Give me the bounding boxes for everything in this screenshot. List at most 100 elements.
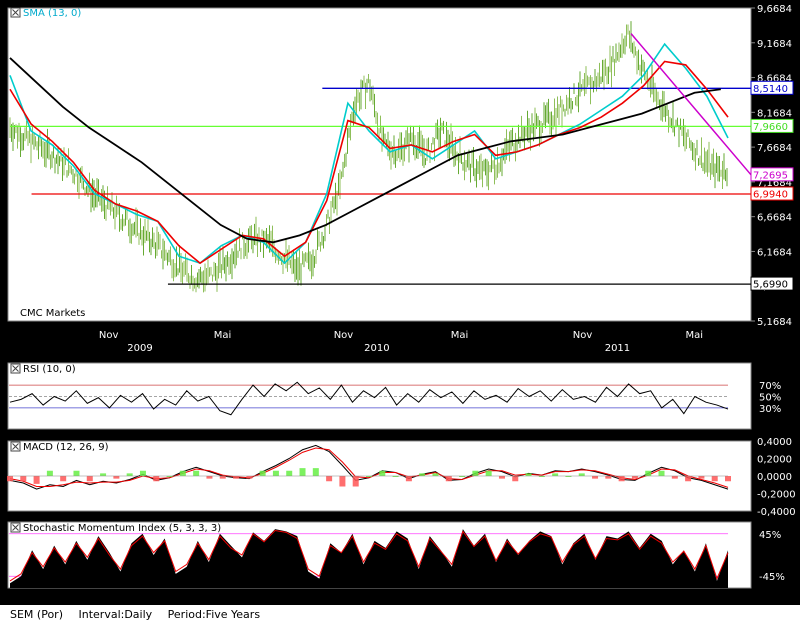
level-badge: 8,5140: [750, 80, 794, 95]
y-tick-label: 8,6684: [757, 74, 792, 85]
macd-hist-bar: [179, 470, 186, 476]
rsi-indicator-label[interactable]: RSI (10, 0): [10, 363, 76, 375]
macd-hist-bar: [259, 470, 266, 476]
macd-indicator-label[interactable]: MACD (12, 26, 9): [10, 441, 109, 453]
y-tick-label: 6,1684: [757, 247, 792, 258]
macd-histogram: [7, 468, 731, 487]
macd-hist-bar: [671, 476, 678, 479]
macd-hist-bar: [73, 470, 80, 476]
x-tick-label: Nov: [334, 330, 354, 341]
level-badge: 7,2695: [750, 167, 794, 182]
macd-hist-bar: [7, 476, 13, 482]
macd-hist-bar: [592, 476, 599, 479]
level-badge-label: 6,9940: [753, 190, 788, 201]
macd-hist-bar: [645, 470, 652, 476]
macd-hist-bar: [459, 476, 466, 477]
macd-hist-bar: [139, 470, 146, 476]
macd-hist-bar: [86, 476, 93, 482]
macd-tick-label: 0,0000: [757, 472, 792, 483]
rsi-panel[interactable]: [7, 362, 752, 430]
indicator-line: [9, 529, 729, 582]
macd-tick-label: -0,2000: [757, 490, 796, 501]
level-badge-box: [750, 167, 794, 182]
y-tick-label: 5,1684: [757, 317, 792, 328]
macd-tick-label: -0,4000: [757, 507, 796, 518]
price-panel[interactable]: [7, 7, 752, 322]
macd-hist-bar: [206, 476, 213, 479]
macd-hist-bar: [525, 473, 532, 476]
axes-layer: 9,6684 9,1684 8,6684 8,1684 7,6684 7,1684 6,66…: [99, 4, 796, 583]
macd-hist-bar: [339, 476, 346, 487]
macd-hist-bar: [405, 476, 412, 482]
price-indicator-label[interactable]: SMA (13, 0): [10, 7, 81, 19]
macd-label: MACD (12, 26, 9): [23, 442, 109, 453]
macd-hist-bar: [20, 476, 27, 482]
x-tick-label: Mai: [214, 330, 232, 341]
x-tick-label: Nov: [99, 330, 119, 341]
level-badge-box: [750, 118, 794, 133]
trendline: [630, 33, 752, 176]
price-layers: [9, 21, 752, 293]
macd-hist-bar: [578, 473, 585, 476]
macd-hist-bar: [725, 476, 731, 482]
sma-label: SMA (13, 0): [23, 8, 81, 19]
macd-hist-bar: [512, 476, 519, 482]
macd-hist-bar: [219, 476, 226, 479]
macd-hist-bar: [432, 473, 439, 476]
macd-hist-bar: [113, 476, 120, 479]
macd-hist-bar: [299, 468, 306, 476]
interval-label[interactable]: Interval:Daily: [78, 608, 153, 621]
rsi-tick-label: 50%: [759, 393, 781, 404]
macd-tick-label: 0,2000: [757, 455, 792, 466]
x-tick-label: Mai: [451, 330, 469, 341]
smi-label: Stochastic Momentum Index (5, 3, 3, 3): [23, 523, 221, 534]
macd-hist-bar: [166, 476, 173, 477]
close-icon-cross: [12, 443, 19, 450]
macd-hist-bar: [538, 476, 545, 477]
level-badge-label: 7,2695: [753, 170, 788, 181]
y-tick-label: 8,1684: [757, 108, 792, 119]
macd-hist-bar: [685, 476, 692, 482]
series-line: [9, 42, 729, 265]
macd-hist-bar: [246, 476, 253, 479]
level-badge: 5,6990: [750, 276, 794, 291]
y-tick-label: 9,1684: [757, 39, 792, 50]
macd-hist-bar: [618, 476, 625, 482]
macd-hist-bar: [193, 470, 200, 476]
level-badge: 6,9940: [750, 186, 794, 201]
macd-hist-bar: [326, 476, 333, 482]
macd-hist-bar: [272, 470, 279, 476]
macd-hist-bar: [153, 476, 160, 482]
level-badge-label: 7,9660: [753, 122, 788, 133]
year-label: 2011: [605, 343, 630, 354]
level-badge-box: [750, 80, 794, 95]
macd-hist-bar: [366, 476, 372, 477]
series-line: [9, 60, 729, 265]
macd-hist-bar: [498, 476, 505, 479]
macd-hist-bar: [352, 476, 359, 487]
smi-indicator-label[interactable]: Stochastic Momentum Index (5, 3, 3, 3): [10, 522, 221, 534]
indicator-line: [9, 381, 729, 416]
year-label: 2009: [127, 343, 152, 354]
y-tick-label: 7,1684: [757, 178, 792, 189]
indicator-layers: [7, 381, 731, 588]
macd-hist-bar: [552, 473, 559, 476]
watermark: CMC Markets: [20, 308, 85, 319]
close-icon-cross: [12, 365, 19, 372]
macd-hist-bar: [698, 476, 705, 479]
macd-hist-bar: [472, 470, 479, 476]
period-label[interactable]: Period:Five Years: [167, 608, 261, 621]
x-tick-label: Nov: [573, 330, 593, 341]
macd-hist-bar: [33, 476, 40, 484]
rsi-tick-label: 30%: [759, 404, 781, 415]
macd-tick-label: 0,4000: [757, 437, 792, 448]
status-footer: SEM (Por) Interval:Daily Period:Five Yea…: [0, 605, 800, 625]
macd-hist-bar: [392, 476, 399, 477]
level-badge-box: [750, 186, 794, 201]
indicator-line: [9, 447, 729, 488]
macd-hist-bar: [485, 470, 492, 476]
macd-hist-bar: [286, 470, 293, 476]
macd-hist-bar: [605, 476, 612, 479]
series-line: [9, 57, 721, 244]
chart-canvas: SMA (13, 0) CMC Markets RSI (10, 0) MACD…: [7, 4, 796, 589]
